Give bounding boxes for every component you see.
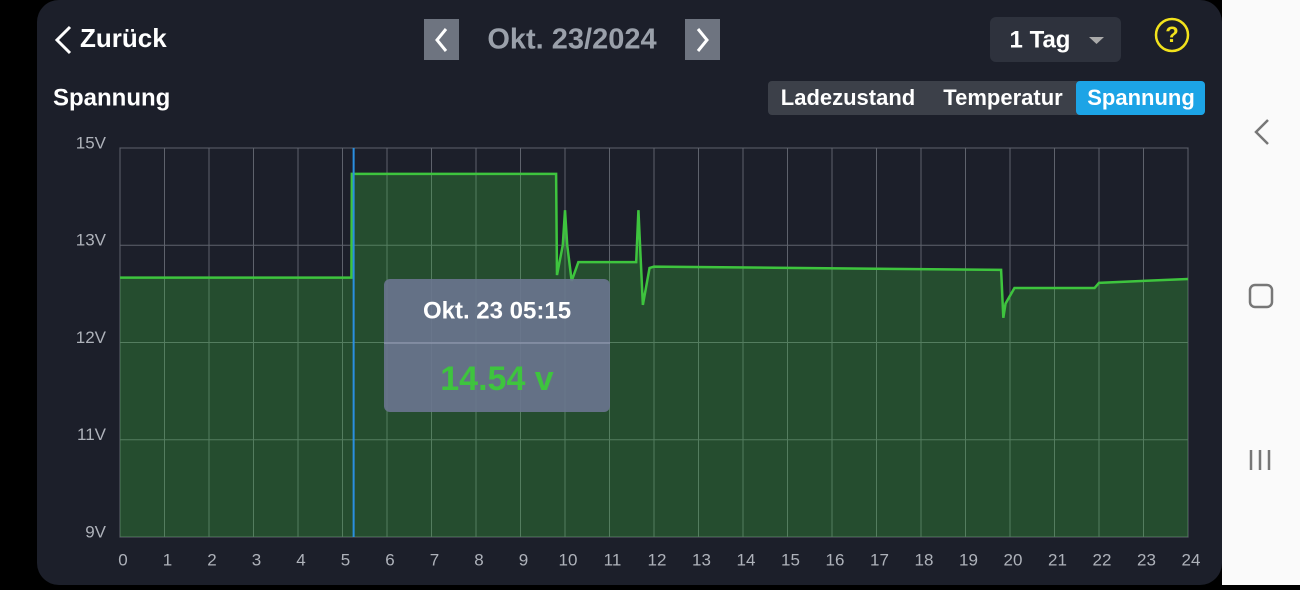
x-tick-label: 8 [474, 550, 483, 569]
y-tick-label: 13V [76, 231, 107, 250]
x-tick-label: 24 [1182, 550, 1201, 569]
x-tick-label: 20 [1004, 550, 1023, 569]
x-tick-label: 9 [519, 550, 528, 569]
area [120, 173, 1188, 537]
x-tick-label: 1 [163, 550, 172, 569]
next-day[interactable] [685, 19, 720, 60]
prev-day[interactable] [424, 19, 459, 60]
x-tick-label: 21 [1048, 550, 1067, 569]
x-tick-label: 4 [296, 550, 305, 569]
tab[interactable]: Ladezustand [781, 85, 915, 110]
y-tick-label: 12V [76, 328, 107, 347]
prev-icon [435, 28, 448, 52]
x-tick-label: 18 [915, 550, 934, 569]
x-tick-label: 2 [207, 550, 216, 569]
x-tick-label: 22 [1093, 550, 1112, 569]
x-tick-label: 12 [648, 550, 667, 569]
x-tick-label: 13 [692, 550, 711, 569]
x-tick-label: 23 [1137, 550, 1156, 569]
app-panel [37, 0, 1222, 585]
tooltip-box [384, 279, 610, 412]
x-tick-label: 14 [737, 550, 756, 569]
x-tick-label: 3 [252, 550, 261, 569]
help-icon: ? [1165, 22, 1178, 47]
tooltip-label: Okt. 23 05:15 [423, 297, 571, 324]
help-button[interactable] [1154, 17, 1190, 53]
y-tick-label: 9V [85, 522, 106, 541]
range-label: 1 Tag [1010, 26, 1071, 53]
tab[interactable]: Temperatur [943, 85, 1063, 110]
x-tick-label: 11 [604, 550, 622, 569]
tab-active [1076, 81, 1205, 115]
dropdown-arrow [1089, 37, 1104, 44]
date-label: Okt. 23/2024 [487, 24, 656, 56]
back-button[interactable]: Zurück [54, 23, 167, 55]
x-tick-label: 10 [559, 550, 578, 569]
tooltip-value: 14.54 v [440, 360, 554, 398]
x-tick-label: 19 [959, 550, 978, 569]
x-tick-label: 6 [385, 550, 394, 569]
nav-home[interactable] [1248, 283, 1274, 309]
x-tick-label: 0 [118, 550, 127, 569]
x-tick-label: 7 [430, 550, 439, 569]
nav-bar [1222, 0, 1300, 585]
range-dropdown[interactable] [990, 17, 1121, 62]
x-tick-label: 5 [341, 550, 350, 569]
tab[interactable]: Spannung [1087, 85, 1195, 110]
line [120, 172, 1189, 319]
x-tick-label: 16 [826, 550, 845, 569]
chart-title: Spannung [53, 84, 170, 111]
nav-recent[interactable] [1249, 450, 1271, 470]
tooltip: Okt. 23 05:15 14.54 v [384, 279, 610, 412]
back-label: Zurück [80, 23, 167, 53]
x-tick-label: 17 [870, 550, 889, 569]
x-tick-label: 15 [781, 550, 800, 569]
nav-back[interactable] [1254, 119, 1269, 145]
y-tick-label: 11V [77, 425, 107, 444]
back-icon [54, 25, 72, 55]
next-icon [696, 28, 709, 52]
y-tick-label: 15V [76, 133, 107, 152]
